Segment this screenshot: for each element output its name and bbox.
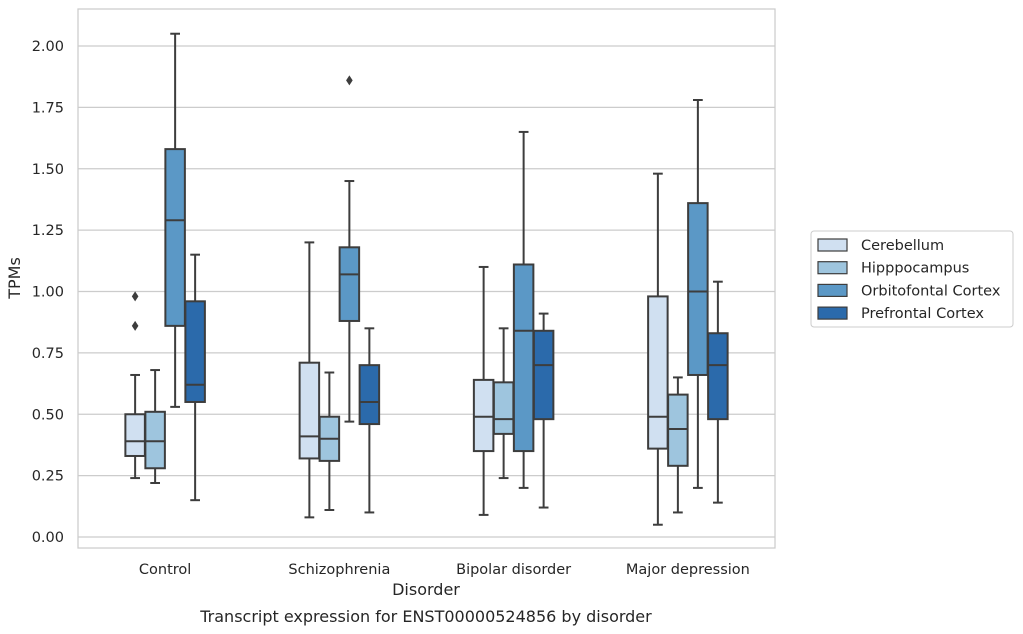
plot-area-border — [77, 8, 776, 549]
legend-swatch-prefrontal-cortex — [817, 306, 848, 320]
legend-swatch-cerebellum — [817, 238, 848, 252]
y-tick-label: 0.25 — [32, 469, 64, 485]
legend-frame — [810, 230, 1014, 328]
y-tick-labels: 0.00 0.25 0.50 0.75 1.00 1.25 1.50 1.75 2.00 — [32, 39, 64, 546]
legend: Cerebellum Hipppocampus Orbitofontal Corte… — [810, 230, 1014, 328]
y-axis-label: TPMs — [5, 257, 24, 300]
box-iqr — [492, 381, 515, 435]
box-cerebellum-bipolar-disorder — [472, 265, 495, 516]
y-tick-label: 2.00 — [32, 39, 64, 55]
y-tick-label: 1.75 — [32, 100, 64, 116]
y-tick-label: 0.75 — [32, 346, 64, 362]
box-iqr — [124, 413, 146, 457]
box-prefrontal-cortex-schizophrenia — [358, 327, 381, 514]
y-tick-label: 0.00 — [32, 530, 64, 546]
box-hipppocampus-schizophrenia — [318, 371, 341, 511]
y-tick-label: 0.50 — [32, 407, 64, 423]
outlier-point — [346, 75, 353, 86]
box-hipppocampus-major-depression — [667, 376, 689, 514]
x-axis-label: Disorder — [392, 580, 460, 599]
box-hipppocampus-bipolar-disorder — [492, 327, 515, 480]
box-iqr — [184, 300, 206, 403]
outlier-point — [131, 291, 139, 302]
box-cerebellum-schizophrenia — [298, 241, 321, 519]
box-orbitofontal-cortex-bipolar-disorder — [512, 130, 535, 489]
legend-label-prefrontal-cortex: Prefrontal Cortex — [861, 306, 984, 322]
box-cerebellum-control — [124, 373, 146, 480]
box-hipppocampus-control — [144, 369, 166, 484]
x-tick-label: Bipolar disorder — [456, 562, 571, 578]
legend-swatch-hipppocampus — [817, 261, 848, 275]
box-iqr — [164, 148, 186, 327]
chart-title: Transcript expression for ENST0000052485… — [199, 607, 652, 626]
box-orbitofontal-cortex-control — [164, 32, 186, 408]
box-iqr — [707, 332, 729, 421]
box-prefrontal-cortex-major-depression — [707, 280, 729, 504]
box-prefrontal-cortex-control — [184, 253, 206, 502]
legend-label-orbitofontal-cortex: Orbitofontal Cortex — [861, 283, 1001, 299]
x-tick-label: Control — [139, 562, 191, 578]
box-iqr — [472, 378, 495, 453]
legend-swatch-orbitofontal-cortex — [817, 283, 848, 297]
x-tick-labels: Control Schizophrenia Bipolar disorder Majo… — [139, 562, 750, 578]
box-orbitofontal-cortex-major-depression — [687, 99, 709, 489]
y-tick-label: 1.25 — [32, 223, 64, 239]
box-orbitofontal-cortex-schizophrenia — [338, 180, 361, 423]
box-iqr — [647, 295, 669, 450]
box-iqr — [667, 393, 689, 467]
box-iqr — [687, 202, 709, 376]
box-series — [124, 32, 729, 526]
box-iqr — [144, 410, 166, 470]
y-tick-label: 1.50 — [32, 162, 64, 178]
box-prefrontal-cortex-bipolar-disorder — [532, 312, 555, 509]
x-tick-label: Major depression — [626, 562, 750, 578]
outlier-point — [131, 320, 139, 331]
box-cerebellum-major-depression — [647, 172, 669, 526]
legend-label-cerebellum: Cerebellum — [861, 238, 944, 254]
box-iqr — [512, 263, 535, 453]
box-iqr — [532, 329, 555, 421]
legend-label-hipppocampus: Hipppocampus — [861, 261, 969, 277]
box-iqr — [358, 364, 381, 426]
y-tick-label: 1.00 — [32, 285, 64, 301]
x-tick-label: Schizophrenia — [288, 562, 390, 578]
box-iqr — [298, 361, 321, 460]
box-iqr — [338, 246, 361, 322]
